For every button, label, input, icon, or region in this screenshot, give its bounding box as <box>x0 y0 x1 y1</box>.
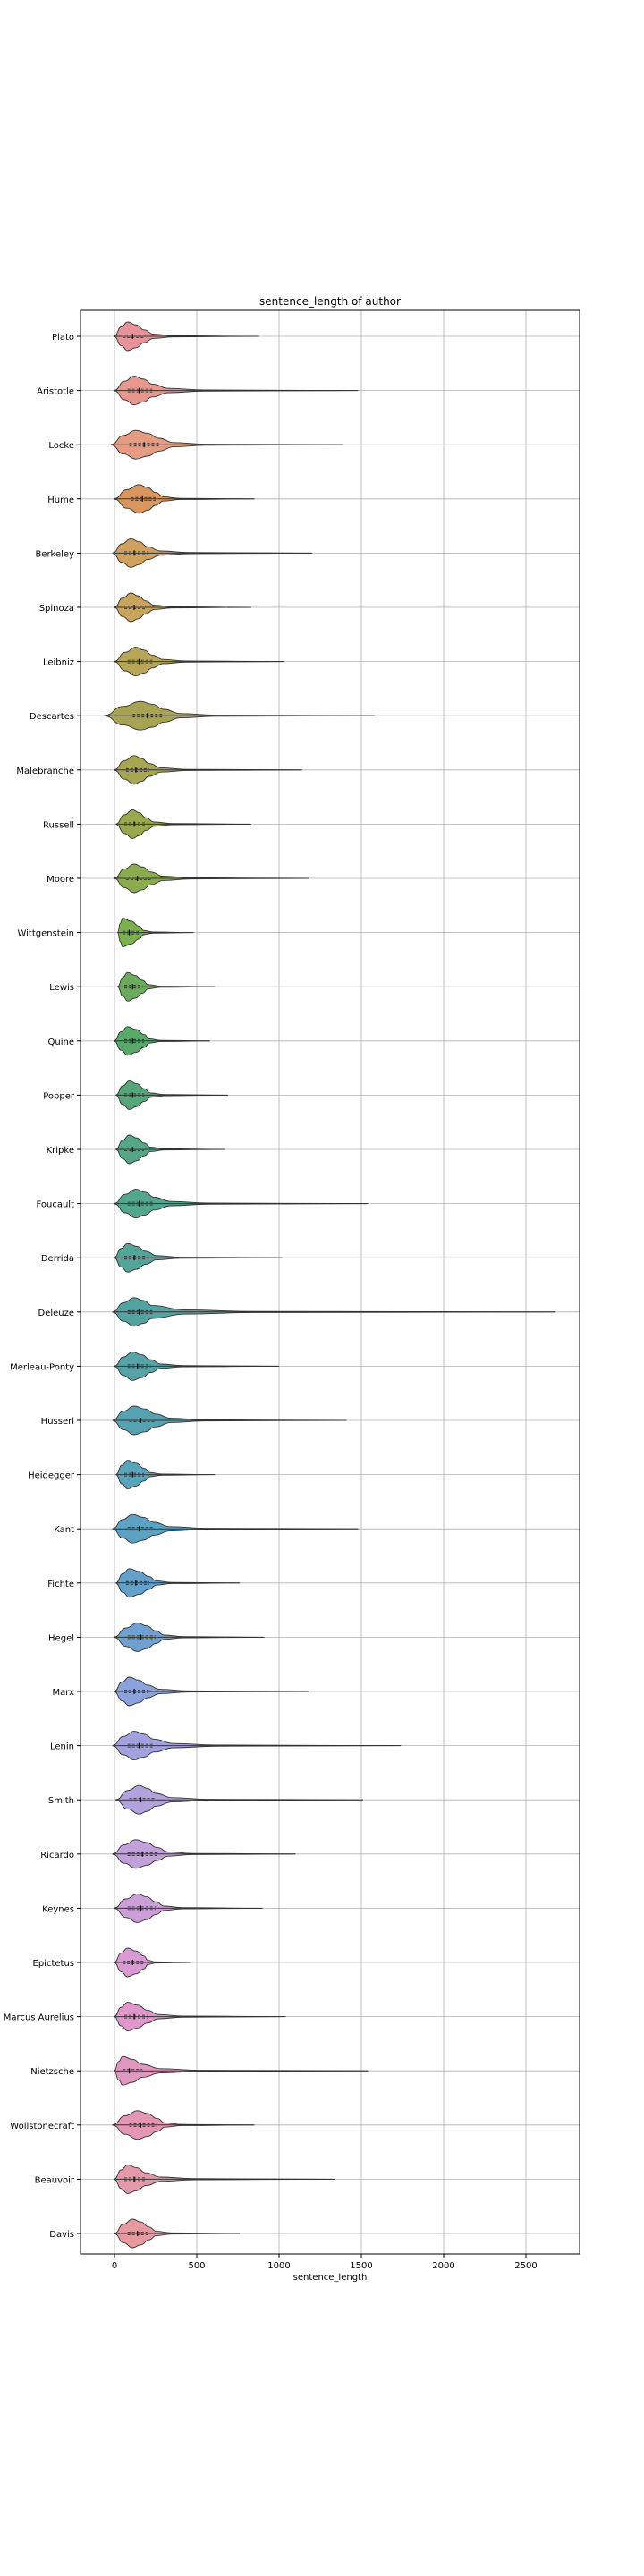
violin-lewis <box>117 971 216 1002</box>
y-tick-label: Foucault <box>36 1200 74 1210</box>
y-tick-label: Malebranche <box>16 767 74 776</box>
violin-foucault <box>114 1189 369 1219</box>
y-tick-label: Popper <box>43 1091 75 1101</box>
y-tick-label: Wollstonecraft <box>10 2122 74 2131</box>
x-axis-label: sentence_length <box>293 2273 368 2283</box>
violin-moore <box>114 863 309 894</box>
violin-davis <box>114 2218 240 2249</box>
violin-wittgenstein <box>117 918 194 948</box>
x-tick-label: 2500 <box>514 2261 537 2271</box>
x-tick-label: 2000 <box>432 2261 454 2271</box>
violin-lenin <box>112 1731 402 1761</box>
y-tick-label: Ricardo <box>40 1851 74 1860</box>
violin-heidegger <box>115 1460 216 1490</box>
violin-berkeley <box>112 538 313 568</box>
violin-locke <box>110 429 344 460</box>
violin-keynes <box>114 1893 264 1923</box>
violin-epictetus <box>114 1947 191 1978</box>
y-tick-label: Leibniz <box>43 658 74 668</box>
violin-marx <box>114 1676 309 1707</box>
violin-kant <box>112 1513 359 1544</box>
plot-frame <box>80 309 580 2255</box>
violin-popper <box>115 1080 229 1110</box>
y-tick-label: Hume <box>47 496 74 505</box>
violin-spinoza <box>114 592 252 623</box>
y-tick-label: Russell <box>43 820 74 830</box>
x-axis: 0 500 1000 1500 2000 2500 <box>112 2254 538 2271</box>
y-tick-label: Quine <box>48 1038 74 1047</box>
x-tick-label: 1500 <box>350 2261 372 2271</box>
y-tick-label: Wittgenstein <box>17 929 74 939</box>
violin-wollstonecraft <box>112 2110 255 2140</box>
violin-fichte <box>115 1568 241 1598</box>
violin-beauvoir <box>114 2164 336 2194</box>
violin-russell <box>115 809 252 839</box>
violin-deleuze <box>112 1297 556 1327</box>
y-tick-label: Smith <box>48 1796 74 1806</box>
y-tick-label: Hegel <box>48 1633 74 1643</box>
violin-malebranche <box>114 755 303 785</box>
violin-smith <box>115 1784 364 1815</box>
y-tick-label: Heidegger <box>28 1471 75 1481</box>
violin-descartes <box>104 700 376 731</box>
y-tick-label: Merleau-Ponty <box>10 1362 74 1372</box>
x-tick-label: 500 <box>188 2261 205 2271</box>
y-tick-label: Kant <box>54 1525 74 1535</box>
y-tick-label: Davis <box>49 2230 74 2240</box>
violin-derrida <box>114 1242 284 1273</box>
y-tick-label: Kripke <box>47 1146 74 1156</box>
y-tick-label: Plato <box>52 333 74 343</box>
y-tick-label: Derrida <box>41 1254 74 1264</box>
violin-hume <box>114 484 255 514</box>
y-tick-label: Keynes <box>42 1904 74 1914</box>
y-axis: Plato Aristotle Locke Hume Berkeley Spinoza Le… <box>4 333 80 2240</box>
violin-marcus-aurelius <box>114 2002 286 2032</box>
y-tick-label: Lenin <box>50 1742 74 1752</box>
y-tick-label: Descartes <box>30 712 74 722</box>
y-tick-label: Berkeley <box>35 549 74 559</box>
y-tick-label: Fichte <box>47 1580 74 1589</box>
x-tick-label: 1000 <box>267 2261 290 2271</box>
y-tick-label: Husserl <box>41 1417 74 1427</box>
y-tick-label: Nietzsche <box>30 2067 74 2077</box>
y-tick-label: Moore <box>47 875 74 885</box>
y-tick-label: Deleuze <box>38 1309 74 1318</box>
y-tick-label: Epictetus <box>33 1959 74 1969</box>
violin-merleau-ponty <box>114 1351 280 1381</box>
violin-hegel <box>114 1622 265 1652</box>
violin-leibniz <box>114 647 284 677</box>
violin-aristotle <box>114 376 359 406</box>
chart-title: sentence_length of author <box>259 295 401 308</box>
y-tick-label: Spinoza <box>39 604 74 614</box>
y-tick-label: Marx <box>52 1688 74 1698</box>
violin-plato <box>114 321 260 352</box>
violin-ricardo <box>112 1839 296 1869</box>
y-tick-label: Lewis <box>49 983 74 993</box>
x-tick-label: 0 <box>112 2261 117 2271</box>
y-tick-label: Marcus Aurelius <box>4 2013 74 2023</box>
violins-group <box>104 321 556 2249</box>
y-tick-label: Locke <box>48 441 74 451</box>
violin-nietzsche <box>114 2055 369 2086</box>
y-tick-label: Aristotle <box>37 387 74 397</box>
violin-quine <box>114 1026 211 1056</box>
y-tick-label: Beauvoir <box>35 2175 75 2185</box>
violin-kripke <box>115 1134 225 1165</box>
violin-husserl <box>112 1405 347 1436</box>
